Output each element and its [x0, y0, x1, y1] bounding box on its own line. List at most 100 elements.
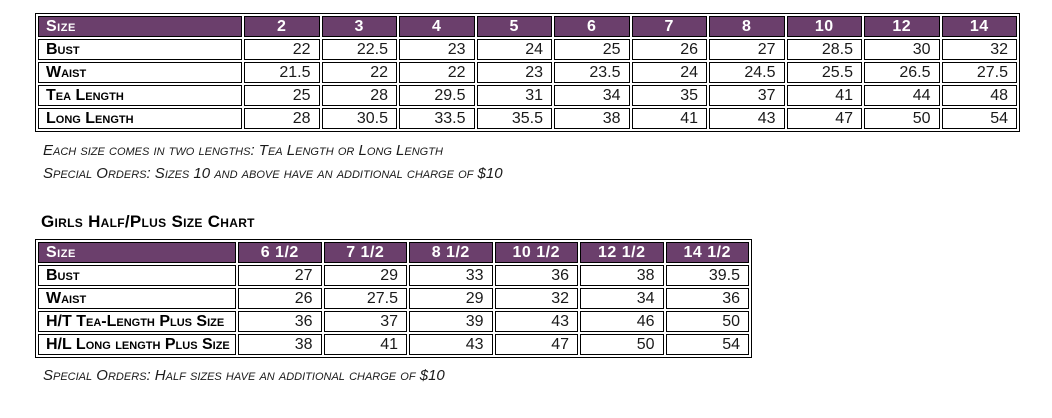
- measurement-cell: 48: [941, 85, 1017, 106]
- row-label: Bust: [38, 39, 242, 60]
- size-column-header: 7: [631, 16, 707, 37]
- measurement-cell: 41: [323, 334, 407, 355]
- measurement-cell: 39: [409, 311, 493, 332]
- row-label: Tea Length: [38, 85, 242, 106]
- girls-half-plus-size-chart-table: Size 6 1/2 7 1/2 8 1/2 10 1/2 12 1/2 14 1/2 Bus…: [35, 239, 752, 358]
- measurement-cell: 22: [399, 62, 475, 83]
- measurement-cell: 23: [476, 62, 552, 83]
- measurement-cell: 41: [631, 108, 707, 129]
- row-label: Long Length: [38, 108, 242, 129]
- measurement-cell: 22: [321, 62, 397, 83]
- size-column-header: 14: [941, 16, 1017, 37]
- measurement-cell: 24.5: [709, 62, 785, 83]
- measurement-cell: 30.5: [321, 108, 397, 129]
- measurement-cell: 35: [631, 85, 707, 106]
- note-special-orders-sizes-10: Special Orders: Sizes 10 and above have …: [43, 165, 503, 182]
- measurement-cell: 44: [864, 85, 940, 106]
- measurement-cell: 47: [786, 108, 862, 129]
- measurement-cell: 34: [554, 85, 630, 106]
- measurement-cell: 50: [864, 108, 940, 129]
- measurement-cell: 23: [399, 39, 475, 60]
- measurement-cell: 37: [323, 311, 407, 332]
- measurement-cell: 43: [709, 108, 785, 129]
- measurement-cell: 27: [709, 39, 785, 60]
- table-row: Long Length 28 30.5 33.5 35.5 38 41 43 47 50 54: [38, 108, 1017, 129]
- measurement-cell: 36: [494, 265, 578, 286]
- measurement-cell: 25.5: [786, 62, 862, 83]
- measurement-cell: 28.5: [786, 39, 862, 60]
- measurement-cell: 21.5: [244, 62, 320, 83]
- row-label: Waist: [38, 288, 236, 309]
- measurement-cell: 23.5: [554, 62, 630, 83]
- row-label: H/T Tea-Length Plus Size: [38, 311, 236, 332]
- table-row: Bust 22 22.5 23 24 25 26 27 28.5 30 32: [38, 39, 1017, 60]
- table-row: Waist 21.5 22 22 23 23.5 24 24.5 25.5 26.5 27.5: [38, 62, 1017, 83]
- measurement-cell: 31: [476, 85, 552, 106]
- measurement-cell: 39.5: [665, 265, 749, 286]
- measurement-cell: 25: [554, 39, 630, 60]
- measurement-cell: 28: [321, 85, 397, 106]
- measurement-cell: 47: [494, 334, 578, 355]
- measurement-cell: 22: [244, 39, 320, 60]
- measurement-cell: 50: [580, 334, 664, 355]
- size-column-header: 2: [244, 16, 320, 37]
- size-column-header: 10 1/2: [494, 242, 578, 263]
- measurement-cell: 26: [238, 288, 322, 309]
- size-header-cell: Size: [38, 242, 236, 263]
- size-column-header: 7 1/2: [323, 242, 407, 263]
- measurement-cell: 27: [238, 265, 322, 286]
- measurement-cell: 41: [786, 85, 862, 106]
- table-row: H/L Long length Plus Size 38 41 43 47 50 54: [38, 334, 749, 355]
- size-column-header: 6: [554, 16, 630, 37]
- size-chart-page: Size 2 3 4 5 6 7 8 10 12 14 Bust 22 22.5 23 24 25 26 27 28.…: [35, 13, 1020, 384]
- measurement-cell: 29: [409, 288, 493, 309]
- measurement-cell: 27.5: [941, 62, 1017, 83]
- size-column-header: 14 1/2: [665, 242, 749, 263]
- size-column-header: 6 1/2: [238, 242, 322, 263]
- table-row: H/T Tea-Length Plus Size 36 37 39 43 46 50: [38, 311, 749, 332]
- measurement-cell: 38: [580, 265, 664, 286]
- half-plus-chart-title: Girls Half/Plus Size Chart: [41, 212, 255, 231]
- measurement-cell: 33: [409, 265, 493, 286]
- table-row: Tea Length 25 28 29.5 31 34 35 37 41 44 48: [38, 85, 1017, 106]
- measurement-cell: 46: [580, 311, 664, 332]
- size-column-header: 3: [321, 16, 397, 37]
- measurement-cell: 32: [941, 39, 1017, 60]
- measurement-cell: 36: [665, 288, 749, 309]
- size-header-cell: Size: [38, 16, 242, 37]
- measurement-cell: 35.5: [476, 108, 552, 129]
- measurement-cell: 26: [631, 39, 707, 60]
- measurement-cell: 33.5: [399, 108, 475, 129]
- size-column-header: 8: [709, 16, 785, 37]
- measurement-cell: 38: [238, 334, 322, 355]
- size-column-header: 12 1/2: [580, 242, 664, 263]
- note-two-lengths: Each size comes in two lengths: Tea Leng…: [43, 142, 443, 159]
- measurement-cell: 26.5: [864, 62, 940, 83]
- measurement-cell: 29: [323, 265, 407, 286]
- size-column-header: 10: [786, 16, 862, 37]
- measurement-cell: 25: [244, 85, 320, 106]
- row-label: H/L Long length Plus Size: [38, 334, 236, 355]
- measurement-cell: 38: [554, 108, 630, 129]
- table-row: Bust 27 29 33 36 38 39.5: [38, 265, 749, 286]
- measurement-cell: 24: [476, 39, 552, 60]
- row-label: Bust: [38, 265, 236, 286]
- measurement-cell: 36: [238, 311, 322, 332]
- size-column-header: 12: [864, 16, 940, 37]
- girls-size-chart-table: Size 2 3 4 5 6 7 8 10 12 14 Bust 22 22.5 23 24 25 26 27 28.…: [35, 13, 1020, 132]
- measurement-cell: 30: [864, 39, 940, 60]
- measurement-cell: 32: [494, 288, 578, 309]
- table-row: Waist 26 27.5 29 32 34 36: [38, 288, 749, 309]
- measurement-cell: 54: [665, 334, 749, 355]
- measurement-cell: 29.5: [399, 85, 475, 106]
- size-column-header: 5: [476, 16, 552, 37]
- size-column-header: 4: [399, 16, 475, 37]
- measurement-cell: 43: [409, 334, 493, 355]
- measurement-cell: 22.5: [321, 39, 397, 60]
- measurement-cell: 54: [941, 108, 1017, 129]
- measurement-cell: 27.5: [323, 288, 407, 309]
- measurement-cell: 43: [494, 311, 578, 332]
- note-special-orders-half-sizes: Special Orders: Half sizes have an addit…: [43, 367, 445, 384]
- size-column-header: 8 1/2: [409, 242, 493, 263]
- table-header-row: Size 2 3 4 5 6 7 8 10 12 14: [38, 16, 1017, 37]
